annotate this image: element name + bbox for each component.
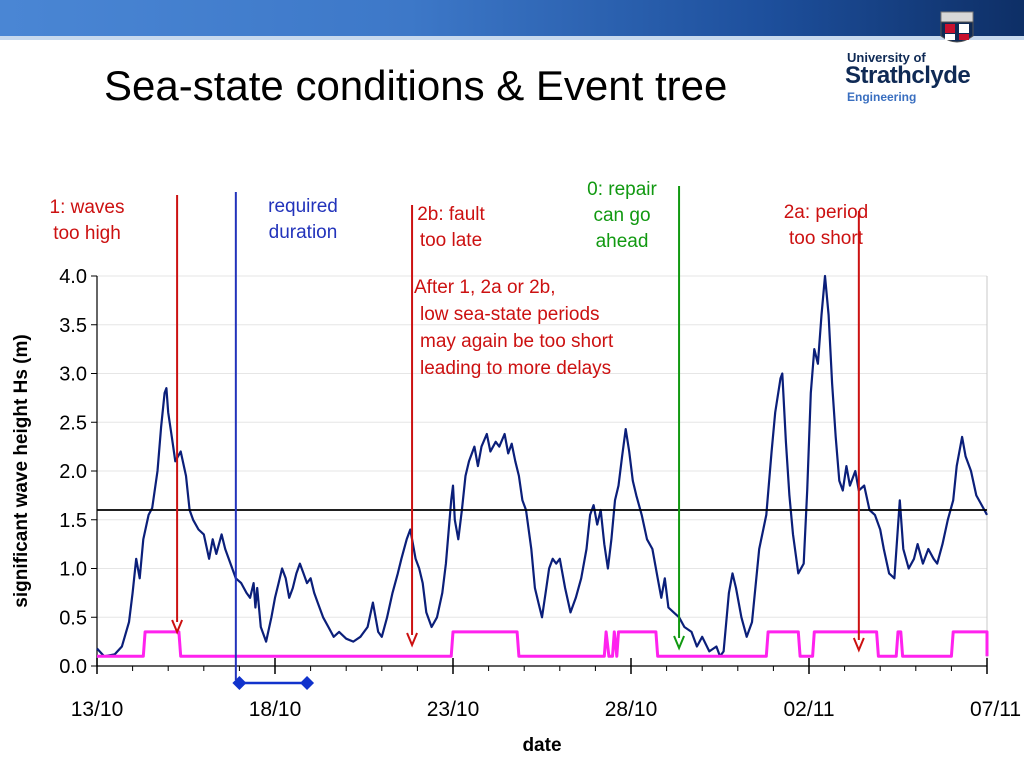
annotation-label-waves-too-high: 1: waves <box>50 197 125 218</box>
annotation-label-required-duration: duration <box>269 222 338 243</box>
chart-grid <box>97 275 987 618</box>
x-tick-label: 23/10 <box>427 698 480 721</box>
annotation-layer: 1: waves too high required duration 2b: faul… <box>50 179 869 680</box>
y-tick-label: 2.5 <box>59 412 87 434</box>
x-tick-label: 13/10 <box>71 698 124 721</box>
y-axis-label: significant wave height Hs (m) <box>11 334 32 607</box>
annotation-arrowhead-waves-too-high <box>171 619 184 635</box>
university-logo: University of Strathclyde Engineering <box>845 10 995 110</box>
y-tick-label: 1.0 <box>59 559 87 581</box>
note-line: After 1, 2a or 2b, <box>414 277 556 298</box>
y-tick-label: 3.5 <box>59 315 87 337</box>
series-layer <box>96 274 989 658</box>
logo-line-2: Strathclyde <box>845 62 971 89</box>
annotation-label-repair-ahead: 0: repair <box>587 179 657 200</box>
top-banner <box>0 0 1024 36</box>
series-line-window <box>97 630 989 658</box>
annotation-arrowhead-fault-too-late <box>406 632 418 648</box>
annotation-label-period-too-short: too short <box>789 228 864 249</box>
note-line: leading to more delays <box>420 358 611 379</box>
annotation-arrowhead-repair-ahead <box>673 635 685 651</box>
note-line: low sea-state periods <box>420 304 600 325</box>
x-axis-label: date <box>522 735 561 756</box>
logo-line-3: Engineering <box>847 90 917 104</box>
annotation-label-required-duration: required <box>268 196 338 217</box>
annotation-label-waves-too-high: too high <box>53 223 121 244</box>
top-banner-rule <box>0 36 1024 40</box>
x-tick-label: 07/11 <box>970 698 1021 721</box>
annotation-label-repair-ahead: can go <box>593 205 650 226</box>
duration-marker-layer <box>232 676 315 690</box>
y-tick-label: 0.0 <box>59 656 87 678</box>
note-line: may again be too short <box>420 331 614 352</box>
y-tick-label: 3.0 <box>59 364 87 386</box>
annotation-label-period-too-short: 2a: period <box>784 202 869 223</box>
y-tick-label: 2.0 <box>59 461 87 483</box>
slide-title: Sea-state conditions & Event tree <box>104 62 728 109</box>
x-tick-label: 28/10 <box>605 698 658 721</box>
axis-ticks: 0.0 0.5 1.0 1.5 2.0 2.5 3.0 3.5 4.0 13/10 18/10 23/… <box>59 266 1021 721</box>
y-tick-label: 1.5 <box>59 510 87 532</box>
crest-icon <box>940 11 974 43</box>
annotation-label-fault-too-late: 2b: fault <box>417 204 485 225</box>
x-tick-label: 18/10 <box>249 698 302 721</box>
annotation-label-fault-too-late: too late <box>420 230 482 251</box>
series-line-wave-height <box>96 274 988 658</box>
duration-end-marker <box>232 676 247 690</box>
duration-end-marker <box>300 676 315 690</box>
annotation-arrowhead-period-too-short <box>852 637 865 653</box>
annotation-label-repair-ahead: ahead <box>596 231 649 252</box>
logo-line-1: University of <box>847 50 926 65</box>
y-tick-label: 4.0 <box>59 266 87 288</box>
y-tick-label: 0.5 <box>59 607 87 629</box>
x-tick-label: 02/11 <box>784 698 835 721</box>
